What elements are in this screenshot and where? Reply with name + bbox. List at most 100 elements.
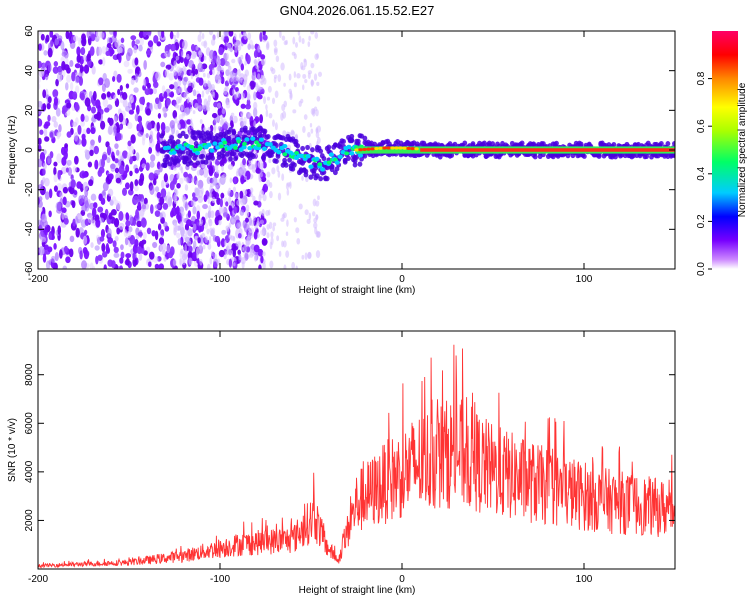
spectrogram-cell: [237, 191, 241, 200]
spectrogram-cell: [290, 166, 296, 172]
spectrogram-cell: [106, 91, 112, 98]
spectrogram-cell: [87, 214, 94, 224]
spectrogram-cell: [221, 108, 226, 115]
spectrogram-cell: [215, 169, 220, 174]
spectrogram-cell: [74, 76, 80, 84]
spectrogram-cell: [216, 258, 221, 266]
spectrogram-cell: [173, 166, 177, 171]
spectrogram-cell: [90, 106, 96, 114]
spectrogram-cell: [231, 202, 235, 209]
spectrogram-cell: [246, 84, 251, 92]
spectrogram-cell: [217, 107, 223, 116]
spectrogram-cell: [283, 162, 289, 168]
spectrogram-cell: [166, 50, 171, 58]
spectrogram-cell: [137, 201, 142, 210]
spectrogram-cell: [247, 146, 253, 151]
spectrogram-cell: [116, 227, 121, 235]
spectrogram-cell: [203, 159, 209, 165]
spectrogram-cell: [234, 93, 238, 100]
spectrogram-cell: [286, 182, 291, 187]
spectrogram-cell: [114, 167, 120, 174]
spectrogram-cell: [72, 121, 78, 127]
spectrogram-cell: [172, 110, 178, 119]
spectrogram-cell: [398, 146, 403, 150]
spectrogram-cell: [166, 98, 171, 107]
spectrogram-cell: [247, 223, 251, 231]
spectrogram-cell: [172, 69, 177, 76]
spectrogram-cell: [177, 238, 182, 246]
spectrogram-cell: [58, 249, 63, 259]
spectrogram-cell: [245, 245, 251, 253]
spectrogram-cell: [239, 190, 244, 200]
spectrogram-cell: [346, 144, 352, 150]
spectrogram-cell: [135, 39, 140, 45]
spectrogram-cell: [161, 31, 165, 39]
spectrogram-cell: [82, 36, 86, 44]
spectrogram-cell: [236, 139, 242, 144]
spectrogram-cell: [110, 209, 117, 216]
spectrogram-cell: [248, 216, 252, 226]
spectrogram-cell: [206, 100, 211, 107]
spectrogram-cell: [86, 31, 92, 39]
spectrogram-cell: [60, 41, 65, 51]
spectrogram-cell: [285, 250, 290, 258]
spectrogram-cell: [43, 50, 48, 56]
spectrogram-cell: [217, 214, 223, 221]
spectrogram-cell: [352, 162, 358, 168]
spectrogram-cell: [218, 134, 224, 140]
spectrogram-cell: [62, 196, 67, 206]
spectrogram-cell: [192, 110, 196, 115]
spectrogram-cell: [237, 242, 242, 249]
spectrogram-cell: [390, 146, 395, 150]
spectrogram-cell: [293, 138, 299, 145]
spectrogram-cell: [69, 59, 74, 68]
spectrogram-cell: [196, 253, 199, 260]
spectrogram-cell: [273, 46, 278, 53]
spectrogram-cell: [201, 104, 206, 110]
spectrogram-cell: [232, 186, 237, 193]
spectrogram-cell: [47, 47, 53, 58]
spectrogram-cell: [310, 79, 315, 86]
spectrogram-cell: [221, 174, 224, 181]
spectrogram-cell: [219, 114, 224, 120]
spectrogram-cell: [88, 90, 93, 99]
spectrogram-cell: [39, 207, 43, 213]
spectrogram-cell: [242, 245, 247, 253]
spectrogram-cell: [106, 145, 112, 156]
spectrogram-cell: [324, 176, 330, 182]
spectrogram-cell: [301, 38, 305, 45]
spectrogram-cell: [218, 178, 222, 184]
spectrogram-cell: [175, 88, 180, 95]
spectrogram-cell: [110, 260, 116, 269]
spectrogram-cell: [241, 261, 245, 269]
spectrogram-cell: [240, 54, 244, 60]
spectrogram-cell: [262, 194, 267, 202]
spectrogram-cell: [133, 195, 139, 204]
spectrogram-cell: [162, 106, 167, 114]
spectrogram-cell: [244, 69, 249, 77]
spectrogram-cell: [187, 80, 192, 88]
spectrogram-cell: [341, 138, 346, 145]
spectrogram-cell: [109, 163, 116, 170]
spectrogram-cell: [239, 73, 245, 81]
spectrogram-cell: [176, 31, 180, 39]
spectrogram-cell: [112, 75, 116, 82]
spectrogram-cell: [218, 204, 225, 215]
spectrogram-cell: [248, 112, 252, 118]
spectrogram-cell: [214, 75, 219, 80]
spectrogram-cell: [203, 80, 207, 87]
spectrogram-cell: [209, 227, 213, 233]
spectrogram-cell: [175, 96, 181, 105]
spectrogram-cell: [183, 133, 189, 140]
spectrogram-cell: [182, 235, 186, 240]
spectrogram-cell: [212, 91, 216, 99]
spectrogram-cell: [95, 219, 101, 228]
spectrogram-cell: [312, 211, 316, 217]
spectrogram-cell: [149, 185, 155, 196]
spectrogram-cell: [179, 177, 184, 185]
spectrogram-cell: [81, 260, 87, 269]
spectrogram-cell: [266, 171, 271, 178]
spectrogram-cell: [208, 235, 212, 244]
spectrogram-cell: [181, 253, 187, 261]
spectrogram-cell: [98, 135, 102, 144]
